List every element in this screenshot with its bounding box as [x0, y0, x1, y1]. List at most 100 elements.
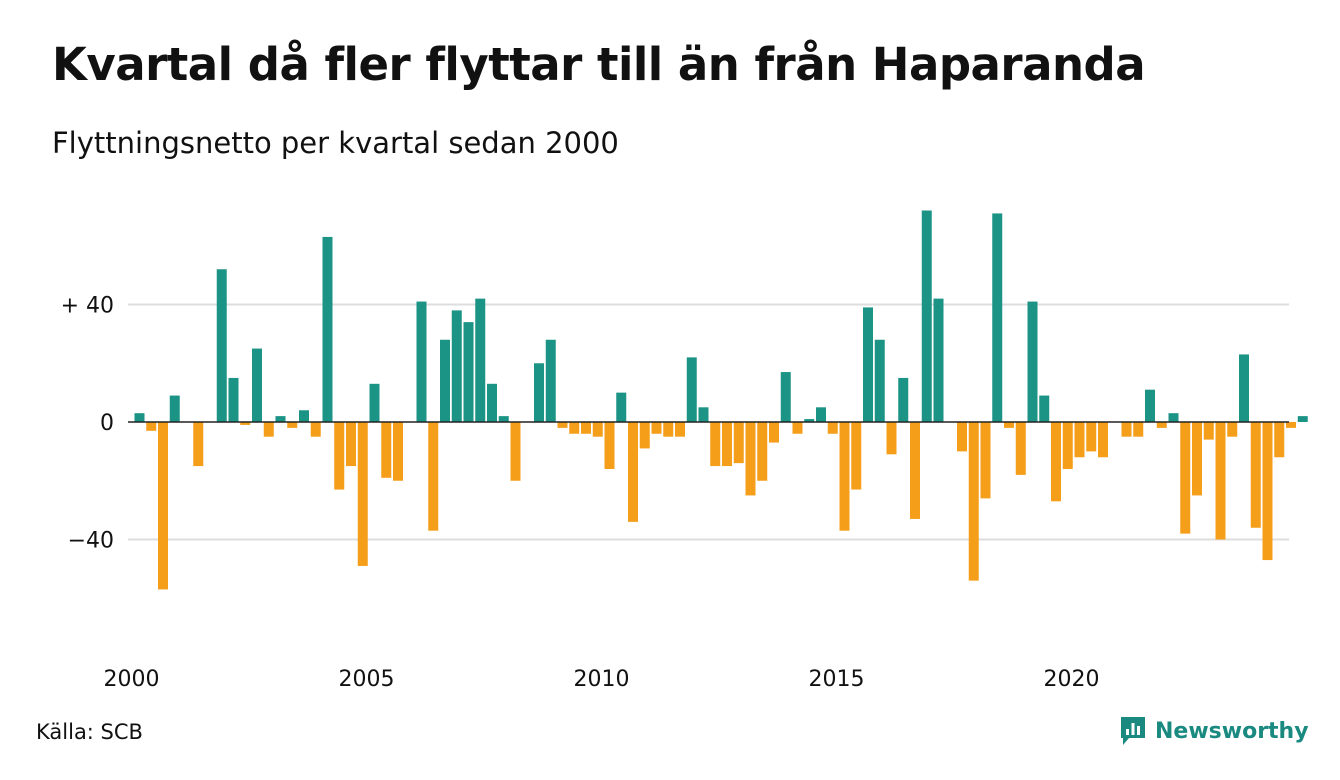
bar-positive [933, 298, 944, 422]
bar-negative [663, 422, 674, 437]
bar-negative [1286, 422, 1296, 428]
bar-positive [616, 392, 627, 422]
bar-positive [534, 363, 544, 422]
chart-subtitle: Flyttningsnetto per kvartal sedan 2000 [52, 126, 619, 160]
bar-negative [310, 422, 321, 437]
bar-negative [263, 422, 274, 437]
bar-positive [1027, 301, 1038, 422]
bar-negative [1203, 422, 1214, 440]
bar-positive [252, 348, 262, 422]
bar-positive [686, 357, 697, 422]
bar-positive [216, 269, 227, 422]
bar-negative [1274, 422, 1285, 458]
bar-positive [804, 419, 815, 422]
bar-negative [592, 422, 603, 437]
x-tick-label: 2015 [809, 667, 865, 692]
bar-negative [968, 422, 979, 581]
bar-negative [839, 422, 850, 531]
bar-negative [557, 422, 568, 428]
bar-positive [299, 410, 309, 422]
bar-negative [581, 422, 591, 434]
x-tick-label: 2005 [339, 667, 395, 692]
y-tick-label: −40 [68, 529, 114, 554]
bar-negative [1215, 422, 1226, 540]
bar-positive [992, 213, 1003, 422]
bar-negative [710, 422, 721, 467]
bar-positive [416, 301, 427, 422]
bar-negative [757, 422, 768, 481]
bar-negative [604, 422, 615, 469]
axes: + 40 0 −40 2000 2005 2010 2015 2020 [61, 294, 1289, 692]
bar-positive [134, 413, 145, 422]
bar-negative [722, 422, 732, 467]
bar-positive [1039, 395, 1050, 422]
bar-negative [886, 422, 897, 455]
bar-negative [1062, 422, 1073, 469]
bar-positive [498, 416, 509, 422]
x-tick-label: 2020 [1044, 667, 1100, 692]
bar-negative [1004, 422, 1014, 428]
bar-positive [463, 322, 474, 422]
bar-positive [816, 407, 826, 422]
bar-positive [1168, 413, 1179, 422]
bar-negative [827, 422, 838, 434]
bar-negative [1086, 422, 1097, 452]
x-tick-label: 2000 [104, 667, 160, 692]
bar-positive [1239, 354, 1249, 422]
bar-negative [1074, 422, 1085, 458]
chart-title: Kvartal då fler flyttar till än från Hap… [52, 38, 1146, 91]
bar-negative [357, 422, 368, 566]
newsworthy-brand[interactable]: Newsworthy [1119, 713, 1309, 749]
bar-negative [1180, 422, 1191, 534]
bar-negative [158, 422, 168, 590]
bar-positive [322, 236, 333, 422]
bar-positive [921, 210, 932, 422]
bar-positive [1297, 416, 1308, 422]
newsworthy-logo-icon [1121, 717, 1145, 745]
bar-negative [287, 422, 298, 428]
bar-negative [851, 422, 862, 490]
bar-positive [898, 377, 909, 422]
y-tick-label: 0 [100, 411, 114, 436]
bar-negative [1015, 422, 1026, 475]
bar-negative [792, 422, 803, 434]
bar-negative [910, 422, 920, 519]
bar-positive [169, 395, 180, 422]
bar-positive [545, 339, 556, 422]
bar-negative [733, 422, 744, 464]
bar-positive [780, 372, 791, 422]
bar-negative [639, 422, 650, 449]
bar-positive [451, 310, 462, 422]
bar-negative [1250, 422, 1261, 528]
bar-negative [240, 422, 251, 425]
bar-negative [428, 422, 439, 531]
bar-positive [369, 383, 380, 422]
bar-negative [980, 422, 991, 499]
bar-negative [381, 422, 392, 478]
gridlines [128, 303, 1289, 541]
bar-negative [393, 422, 403, 481]
bar-negative [745, 422, 756, 496]
brand-name: Newsworthy [1155, 718, 1309, 744]
bar-negative [346, 422, 356, 467]
bar-positive [487, 383, 497, 422]
bar-negative [1133, 422, 1144, 437]
bar-negative [1051, 422, 1061, 502]
source-label: Källa: SCB [36, 720, 143, 744]
bar-positive [228, 377, 239, 422]
bar-positive [874, 339, 885, 422]
bar-positive [440, 339, 450, 422]
y-tick-label: + 40 [61, 294, 114, 319]
bar-negative [146, 422, 157, 431]
bar-positive [863, 307, 873, 422]
bar-positive [475, 298, 486, 422]
bar-negative [1098, 422, 1108, 458]
bars [134, 210, 1308, 590]
bar-negative [1262, 422, 1273, 561]
bar-positive [1145, 389, 1155, 422]
bar-negative [1121, 422, 1132, 437]
bar-negative [334, 422, 345, 490]
bar-negative [675, 422, 685, 437]
bar-negative [1192, 422, 1202, 496]
